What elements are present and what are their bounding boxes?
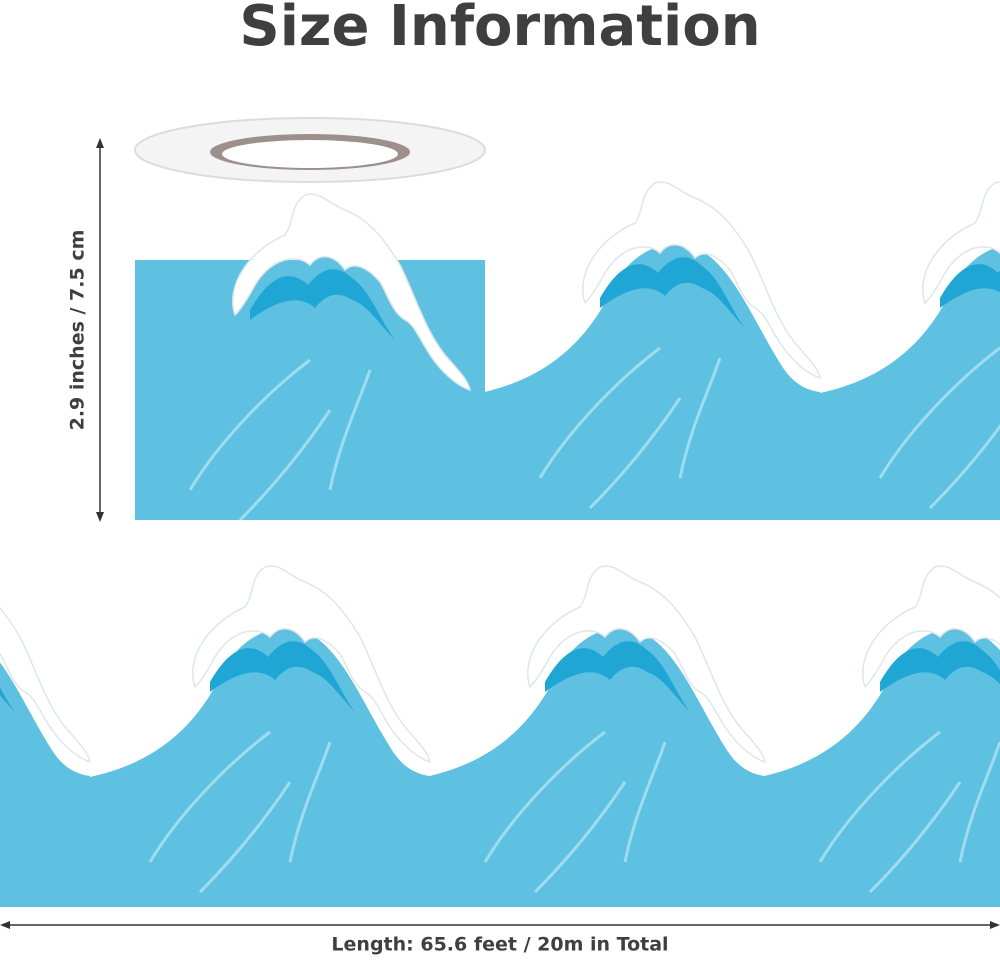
length-arrow [0,921,1000,929]
wave [88,564,432,909]
wave [818,180,1000,520]
bottom-strip [0,564,1000,909]
wave [423,564,767,909]
wave [0,194,130,535]
length-label: Length: 65.6 feet / 20m in Total [331,934,668,956]
height-label: 2.9 inches / 7.5 cm [67,230,89,431]
wave [478,180,822,520]
wave [758,564,1000,909]
height-arrow [96,138,104,522]
title: Size Information [239,0,760,59]
wave [0,564,92,909]
roll [0,117,486,535]
